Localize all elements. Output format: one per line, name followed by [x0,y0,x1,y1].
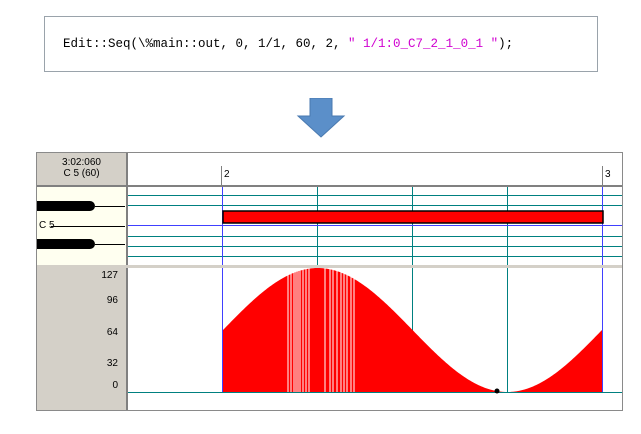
piano-roll-grid[interactable] [128,187,622,267]
key-divider [95,244,125,245]
position-note: C 5 (60) [63,168,100,179]
velocity-label-96: 96 [106,295,118,306]
code-snippet-box: Edit::Seq(\%main::out, 0, 1/1, 60, 2, " … [44,16,598,72]
black-key-upper[interactable] [37,201,95,211]
midi-note-bar [222,210,604,224]
midi-editor-panel: 3:02:060 C 5 (60) 2 3 C 5 [36,152,623,411]
ruler-tick-2 [221,166,222,186]
velocity-label-127: 127 [101,270,118,281]
ruler-tick-3 [602,166,603,186]
position-readout: 3:02:060 C 5 (60) [37,153,128,187]
time-ruler[interactable]: 2 3 [128,153,622,187]
position-time: 3:02:060 [62,157,101,168]
ruler-mark-2: 2 [224,169,230,180]
black-key-lower[interactable] [37,239,95,249]
velocity-label-32: 32 [106,358,118,369]
piano-keyboard[interactable]: C 5 [37,187,128,267]
code-line: Edit::Seq(\%main::out, 0, 1/1, 60, 2, " … [63,37,513,51]
code-string-literal: " 1/1:0_C7_2_1_0_1 " [348,37,499,51]
piano-note-label: C 5 [39,220,55,231]
key-divider [95,206,125,207]
velocity-point [494,388,500,394]
code-suffix: ); [498,37,514,51]
velocity-label-0: 0 [112,380,118,391]
pane-separator[interactable] [37,265,622,268]
code-prefix: Edit::Seq(\%main::out, 0, 1/1, 60, 2, [63,37,349,51]
velocity-graph[interactable] [128,268,622,411]
velocity-axis: 127 96 64 32 0 [37,268,128,410]
c5-key-line [51,226,125,227]
velocity-curve-fill [223,268,602,392]
down-arrow-icon [296,98,346,138]
ruler-mark-3: 3 [605,169,611,180]
velocity-label-64: 64 [106,327,118,338]
